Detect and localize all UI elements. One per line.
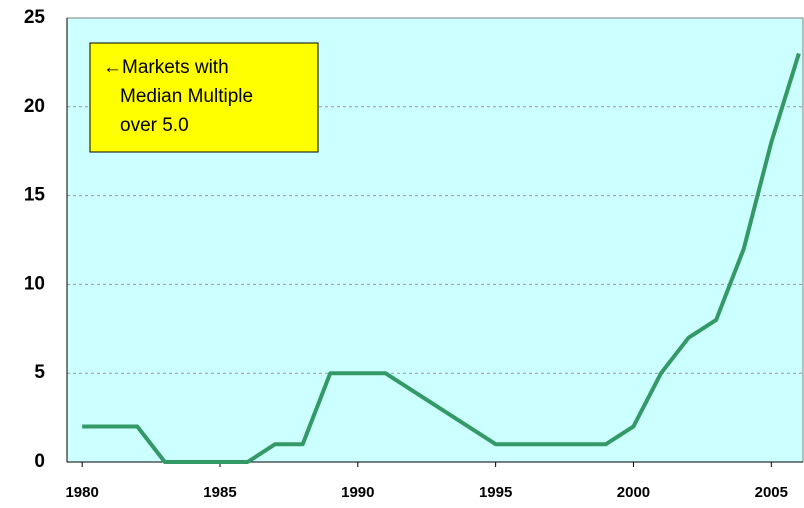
y-tick-label: 15 xyxy=(24,185,46,206)
y-tick-label: 0 xyxy=(34,451,45,472)
y-tick-label: 25 xyxy=(24,7,46,28)
x-tick-label: 2005 xyxy=(755,484,788,501)
annotation-text: over 5.0 xyxy=(120,115,189,136)
annotation-text: Median Multiple xyxy=(120,86,253,107)
y-tick-label: 20 xyxy=(24,96,45,117)
x-tick-label: 1985 xyxy=(203,484,236,501)
x-tick-label: 1995 xyxy=(479,484,512,501)
x-tick-label: 2000 xyxy=(617,484,650,501)
x-tick-label: 1980 xyxy=(65,484,98,501)
annotation-box xyxy=(89,42,319,153)
y-tick-label: 5 xyxy=(34,362,45,383)
x-tick-label: 1990 xyxy=(341,484,374,501)
annotation-text: ←Markets with xyxy=(103,57,229,78)
y-tick-label: 10 xyxy=(24,273,45,294)
data-line xyxy=(82,52,801,464)
